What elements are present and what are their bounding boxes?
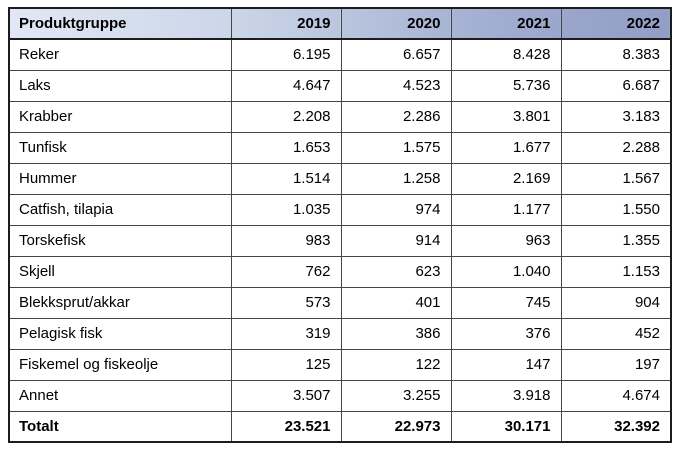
cell-value: 386 <box>340 317 452 350</box>
cell-value: 1.514 <box>230 162 342 195</box>
row-label: Catfish, tilapia <box>8 193 232 226</box>
table-row-fiskemel-og-fiskeolje: Fiskemel og fiskeolje 125 122 147 197 <box>8 348 672 381</box>
total-value: 23.521 <box>230 410 342 443</box>
cell-value: 1.177 <box>450 193 562 226</box>
table-row-pelagisk-fisk: Pelagisk fisk 319 386 376 452 <box>8 317 672 350</box>
column-header-2019: 2019 <box>230 7 342 40</box>
cell-value: 1.567 <box>560 162 672 195</box>
header-row: Produktgruppe 2019 2020 2021 2022 <box>8 7 672 40</box>
row-label: Skjell <box>8 255 232 288</box>
table-row-tunfisk: Tunfisk 1.653 1.575 1.677 2.288 <box>8 131 672 164</box>
cell-value: 2.169 <box>450 162 562 195</box>
cell-value: 3.801 <box>450 100 562 133</box>
cell-value: 1.040 <box>450 255 562 288</box>
cell-value: 1.677 <box>450 131 562 164</box>
cell-value: 1.653 <box>230 131 342 164</box>
table-row-torskefisk: Torskefisk 983 914 963 1.355 <box>8 224 672 257</box>
row-label: Tunfisk <box>8 131 232 164</box>
cell-value: 6.195 <box>230 38 342 71</box>
row-label: Annet <box>8 379 232 412</box>
cell-value: 573 <box>230 286 342 319</box>
row-label: Torskefisk <box>8 224 232 257</box>
cell-value: 122 <box>340 348 452 381</box>
cell-value: 4.674 <box>560 379 672 412</box>
row-label: Hummer <box>8 162 232 195</box>
table-row-reker: Reker 6.195 6.657 8.428 8.383 <box>8 38 672 71</box>
cell-value: 147 <box>450 348 562 381</box>
cell-value: 4.523 <box>340 69 452 102</box>
cell-value: 125 <box>230 348 342 381</box>
table-row-catfish-tilapia: Catfish, tilapia 1.035 974 1.177 1.550 <box>8 193 672 226</box>
product-group-table: Produktgruppe 2019 2020 2021 2022 Reker … <box>8 7 672 443</box>
cell-value: 762 <box>230 255 342 288</box>
cell-value: 5.736 <box>450 69 562 102</box>
cell-value: 1.258 <box>340 162 452 195</box>
column-header-2021: 2021 <box>450 7 562 40</box>
cell-value: 904 <box>560 286 672 319</box>
cell-value: 1.153 <box>560 255 672 288</box>
cell-value: 3.183 <box>560 100 672 133</box>
cell-value: 197 <box>560 348 672 381</box>
cell-value: 2.286 <box>340 100 452 133</box>
row-label: Blekksprut/akkar <box>8 286 232 319</box>
cell-value: 8.428 <box>450 38 562 71</box>
table-row-annet: Annet 3.507 3.255 3.918 4.674 <box>8 379 672 412</box>
cell-value: 452 <box>560 317 672 350</box>
cell-value: 376 <box>450 317 562 350</box>
cell-value: 8.383 <box>560 38 672 71</box>
total-row: Totalt 23.521 22.973 30.171 32.392 <box>8 410 672 443</box>
cell-value: 319 <box>230 317 342 350</box>
cell-value: 745 <box>450 286 562 319</box>
cell-value: 1.550 <box>560 193 672 226</box>
total-label: Totalt <box>8 410 232 443</box>
table-row-hummer: Hummer 1.514 1.258 2.169 1.567 <box>8 162 672 195</box>
cell-value: 2.288 <box>560 131 672 164</box>
table-row-krabber: Krabber 2.208 2.286 3.801 3.183 <box>8 100 672 133</box>
cell-value: 3.918 <box>450 379 562 412</box>
cell-value: 983 <box>230 224 342 257</box>
table-row-skjell: Skjell 762 623 1.040 1.153 <box>8 255 672 288</box>
cell-value: 6.657 <box>340 38 452 71</box>
row-label: Reker <box>8 38 232 71</box>
total-value: 22.973 <box>340 410 452 443</box>
cell-value: 1.575 <box>340 131 452 164</box>
cell-value: 6.687 <box>560 69 672 102</box>
row-label: Fiskemel og fiskeolje <box>8 348 232 381</box>
row-label: Krabber <box>8 100 232 133</box>
column-header-produktgruppe: Produktgruppe <box>8 7 232 40</box>
cell-value: 401 <box>340 286 452 319</box>
column-header-2020: 2020 <box>340 7 452 40</box>
total-value: 30.171 <box>450 410 562 443</box>
cell-value: 3.507 <box>230 379 342 412</box>
row-label: Laks <box>8 69 232 102</box>
cell-value: 4.647 <box>230 69 342 102</box>
total-value: 32.392 <box>560 410 672 443</box>
cell-value: 914 <box>340 224 452 257</box>
row-label: Pelagisk fisk <box>8 317 232 350</box>
cell-value: 2.208 <box>230 100 342 133</box>
column-header-2022: 2022 <box>560 7 672 40</box>
cell-value: 1.035 <box>230 193 342 226</box>
cell-value: 3.255 <box>340 379 452 412</box>
table-row-laks: Laks 4.647 4.523 5.736 6.687 <box>8 69 672 102</box>
cell-value: 974 <box>340 193 452 226</box>
table-row-blekksprut-akkar: Blekksprut/akkar 573 401 745 904 <box>8 286 672 319</box>
cell-value: 963 <box>450 224 562 257</box>
cell-value: 623 <box>340 255 452 288</box>
cell-value: 1.355 <box>560 224 672 257</box>
